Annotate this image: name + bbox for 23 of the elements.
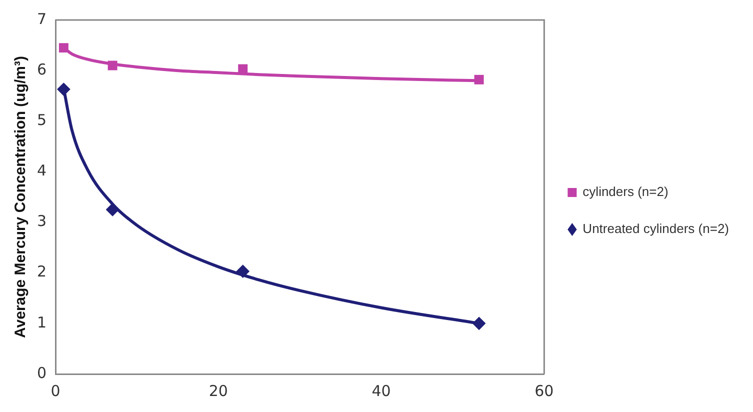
- y-tick-label: 0: [36, 364, 47, 382]
- y-tick-label: 3: [36, 212, 47, 230]
- point: [106, 203, 120, 216]
- y-tick-label: 1: [36, 313, 47, 332]
- y-tick-label: 4: [36, 162, 47, 180]
- point: [236, 264, 250, 278]
- point: [58, 43, 68, 53]
- y-tick-label: 5: [36, 111, 47, 130]
- point: [108, 60, 118, 70]
- y-tick-label: 6: [36, 60, 47, 78]
- x-tick-label: 0: [50, 382, 60, 400]
- y-axis-title: Average Mercury Concentration (ug/m³): [12, 56, 30, 338]
- x-tick-label: 20: [208, 382, 228, 400]
- legend-label: Untreated cylinders (n=2): [582, 221, 730, 236]
- y-tick-label: 7: [36, 10, 47, 28]
- legend-label: cylinders (n=2): [582, 184, 668, 200]
- y-tick-label: 2: [36, 262, 47, 281]
- x-tick-label: 60: [534, 382, 554, 400]
- x-tick-label: 40: [372, 382, 391, 400]
- point: [238, 64, 248, 74]
- point: [472, 316, 486, 330]
- point: [474, 74, 484, 84]
- point: [57, 82, 70, 96]
